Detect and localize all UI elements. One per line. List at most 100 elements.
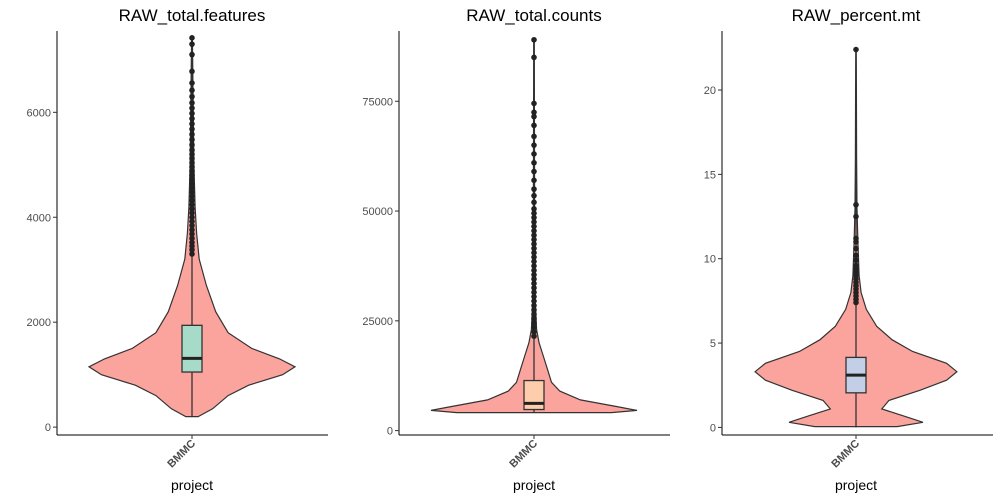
outlier-point	[531, 311, 537, 318]
outlier-point	[189, 210, 195, 216]
x-category-label: BMMC	[165, 438, 198, 471]
outlier-point	[189, 41, 195, 47]
panel-2: RAW_total.counts 0 25000 50000 75000 BMMC proj…	[362, 6, 670, 493]
panel-title: RAW_total.features	[119, 6, 266, 25]
outlier-point	[531, 307, 537, 313]
outlier-point	[189, 231, 195, 237]
outlier-point	[531, 315, 537, 322]
outlier-point	[189, 172, 195, 179]
outlier-point	[531, 122, 537, 129]
outlier-point	[189, 159, 195, 166]
outlier-point	[189, 151, 195, 158]
outlier-point	[189, 136, 195, 143]
outlier-point	[189, 176, 195, 183]
outlier-point	[189, 168, 195, 174]
outlier-point	[531, 142, 537, 148]
outlier-point	[531, 151, 537, 157]
outlier-point	[531, 232, 537, 238]
y-tick-label: 4000	[27, 212, 51, 224]
x-axis-label: project	[513, 477, 555, 493]
outlier-point	[531, 206, 537, 212]
outlier-point	[853, 257, 859, 264]
outlier-point	[531, 219, 537, 225]
panel-title: RAW_total.counts	[466, 6, 601, 25]
y-tick-label: 0	[710, 422, 716, 434]
y-tick-label: 0	[45, 422, 51, 434]
outlier-point	[189, 227, 195, 233]
outlier-point	[531, 285, 537, 291]
panel-1: RAW_total.features 0 2000 4000 6000 BMMC proje…	[27, 6, 328, 493]
outlier-point	[189, 164, 195, 170]
outlier-point	[189, 251, 195, 257]
y-tick-label: 10	[704, 254, 716, 266]
outlier-point	[531, 329, 537, 335]
outlier-point	[531, 159, 537, 166]
box	[523, 379, 545, 411]
outlier-point	[189, 180, 195, 187]
outlier-point	[531, 298, 537, 304]
outlier-point	[189, 222, 195, 229]
outlier-point	[531, 214, 537, 221]
outlier-point	[189, 87, 195, 94]
outlier-point	[531, 192, 537, 199]
outlier-point	[531, 245, 537, 252]
outlier-point	[531, 36, 537, 43]
y-tick-label: 5	[710, 338, 716, 350]
outlier-point	[531, 133, 537, 140]
outlier-point	[531, 186, 537, 192]
outlier-point	[531, 254, 537, 260]
outlier-point	[531, 333, 537, 339]
panel-title: RAW_percent.mt	[792, 6, 921, 25]
y-tick-label: 6000	[27, 107, 51, 119]
box	[181, 324, 203, 373]
outlier-point	[189, 214, 195, 221]
outlier-point	[531, 228, 537, 234]
outlier-point	[189, 80, 195, 86]
outlier-point	[853, 201, 859, 208]
y-tick-label: 15	[704, 169, 716, 181]
outlier-point	[189, 105, 195, 111]
outlier-point	[531, 293, 537, 300]
outlier-point	[189, 155, 195, 162]
x-category-label: BMMC	[507, 438, 540, 471]
outlier-point	[189, 185, 195, 191]
outlier-point	[853, 262, 859, 269]
outlier-point	[189, 189, 195, 195]
outlier-point	[531, 249, 537, 256]
outlier-point	[189, 35, 195, 41]
outlier-point	[189, 100, 195, 106]
outlier-point	[189, 131, 195, 138]
y-tick-label: 50000	[362, 206, 393, 218]
outlier-point	[531, 302, 537, 309]
outlier-point	[531, 271, 537, 278]
outlier-point	[531, 258, 537, 265]
x-category-label: BMMC	[829, 438, 862, 471]
outlier-point	[531, 267, 537, 274]
outlier-point	[531, 100, 537, 107]
outlier-point	[531, 289, 537, 296]
outlier-point	[189, 93, 195, 100]
outlier-point	[189, 197, 195, 204]
outlier-point	[189, 206, 195, 212]
outlier-point	[531, 109, 537, 116]
outlier-point	[531, 199, 537, 206]
outlier-point	[853, 46, 859, 53]
outlier-point	[531, 280, 537, 287]
outlier-point	[189, 193, 195, 200]
outlier-point	[189, 110, 195, 117]
panel-3: RAW_percent.mt 0 5 10 15 20 BMMC project	[704, 6, 993, 493]
outlier-point	[189, 218, 195, 225]
outlier-point	[189, 51, 195, 58]
y-tick-label: 25000	[362, 316, 393, 328]
outlier-point	[853, 252, 859, 259]
outlier-point	[853, 245, 859, 252]
outlier-point	[531, 113, 537, 120]
outlier-point	[853, 235, 859, 242]
outlier-point	[189, 201, 195, 208]
outlier-point	[189, 235, 195, 242]
outlier-point	[531, 54, 537, 61]
y-tick-label: 75000	[362, 96, 393, 108]
outlier-point	[189, 121, 195, 127]
outlier-point	[531, 236, 537, 243]
